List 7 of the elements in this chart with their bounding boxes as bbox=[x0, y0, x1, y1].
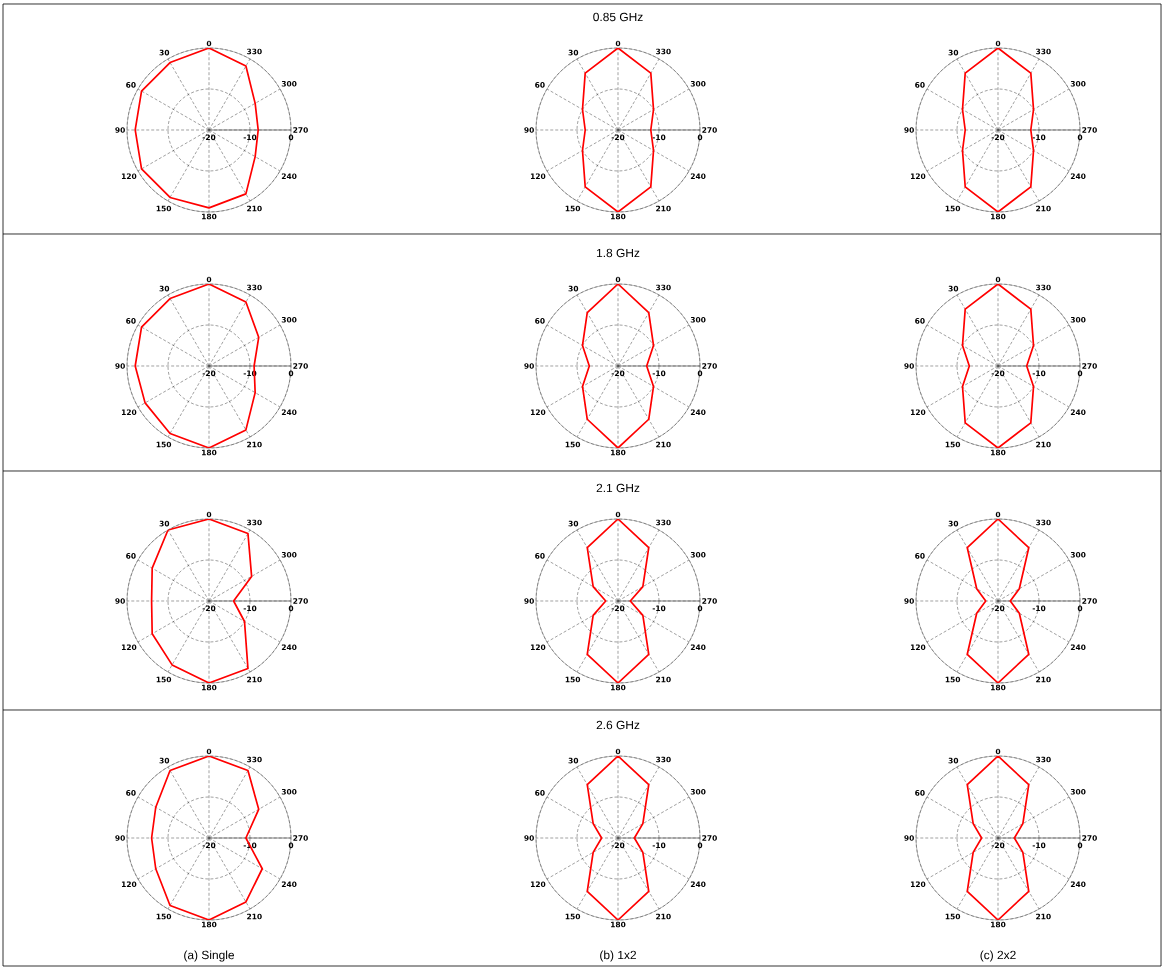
chart-title: 0.85 GHz bbox=[593, 12, 643, 22]
text: (c) 2x2 bbox=[980, 950, 1016, 962]
text: (b) 1x2 bbox=[600, 950, 636, 962]
chart-title: 2.6 GHz bbox=[596, 720, 640, 730]
chart-title: 1.8 GHz bbox=[596, 248, 640, 258]
chart-title: 2.1 GHz bbox=[596, 483, 640, 493]
text: (a) Single bbox=[184, 950, 235, 962]
